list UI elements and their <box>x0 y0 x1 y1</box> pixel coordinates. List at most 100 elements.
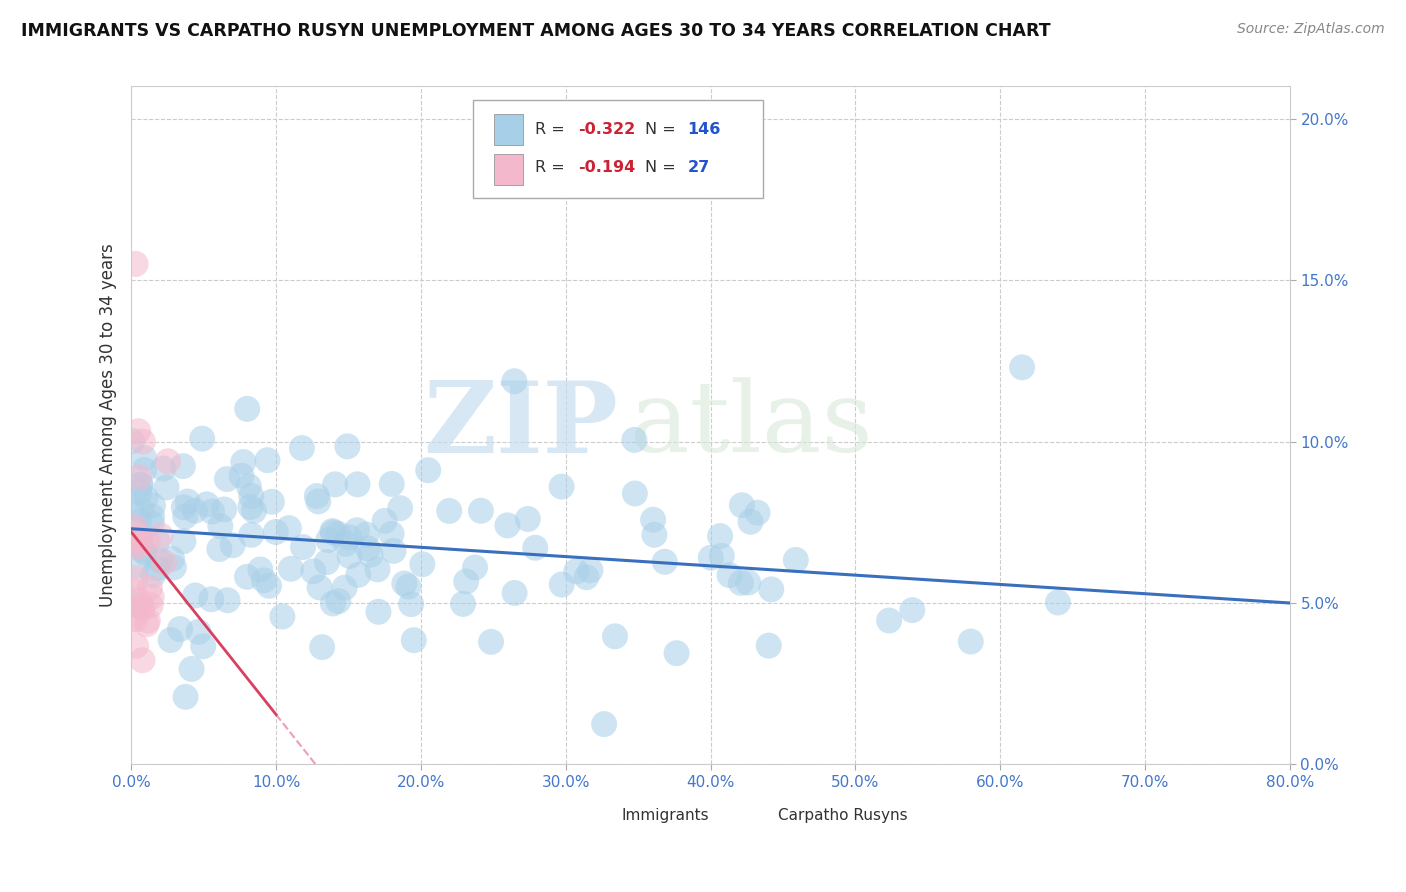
Point <box>243 504 266 518</box>
Point <box>318 533 340 548</box>
Point <box>321 524 343 538</box>
Point <box>328 594 350 608</box>
Point <box>124 613 146 627</box>
Point <box>550 480 572 494</box>
Point <box>464 560 486 574</box>
Point <box>149 528 172 542</box>
Point <box>730 575 752 590</box>
Point <box>238 479 260 493</box>
Point <box>451 597 474 611</box>
Point <box>231 468 253 483</box>
FancyBboxPatch shape <box>494 154 523 185</box>
Point <box>389 501 412 516</box>
Point <box>208 541 231 556</box>
Point <box>172 534 194 549</box>
Point <box>132 543 155 558</box>
Point <box>346 477 368 491</box>
Point <box>163 560 186 574</box>
Text: N =: N = <box>644 122 681 137</box>
Point <box>496 518 519 533</box>
Point <box>291 441 314 455</box>
Point <box>381 477 404 491</box>
Point <box>200 592 222 607</box>
Point <box>121 612 143 626</box>
Point <box>322 596 344 610</box>
Point <box>240 489 263 503</box>
Point <box>305 489 328 503</box>
Point <box>603 629 626 643</box>
Point <box>215 472 238 486</box>
Point <box>172 459 194 474</box>
Point <box>125 558 148 573</box>
Text: Source: ZipAtlas.com: Source: ZipAtlas.com <box>1237 22 1385 37</box>
Point <box>257 579 280 593</box>
Text: Immigrants: Immigrants <box>621 808 709 822</box>
Point <box>236 570 259 584</box>
Point <box>418 463 440 477</box>
Point <box>191 432 214 446</box>
Point <box>156 454 179 468</box>
Point <box>139 599 162 613</box>
Point <box>141 516 163 531</box>
Point <box>271 609 294 624</box>
FancyBboxPatch shape <box>494 114 523 145</box>
Point <box>152 461 174 475</box>
Point <box>135 617 157 632</box>
Point <box>155 480 177 494</box>
Point <box>232 455 254 469</box>
Point <box>654 555 676 569</box>
Point <box>718 568 741 582</box>
Point <box>128 533 150 547</box>
Point <box>593 717 616 731</box>
FancyBboxPatch shape <box>745 804 770 828</box>
Point <box>239 500 262 514</box>
Point <box>122 583 145 598</box>
Point <box>700 550 723 565</box>
Point <box>125 541 148 555</box>
Point <box>374 514 396 528</box>
Point <box>195 497 218 511</box>
Point <box>339 549 361 563</box>
Point <box>217 593 239 607</box>
Point <box>758 639 780 653</box>
Point <box>394 576 416 591</box>
Point <box>128 515 150 529</box>
Point <box>240 528 263 542</box>
Point <box>173 500 195 515</box>
Point <box>169 622 191 636</box>
Point <box>323 477 346 491</box>
Point <box>396 580 419 594</box>
Point <box>335 537 357 551</box>
Point <box>307 494 329 508</box>
Text: 146: 146 <box>688 122 721 137</box>
Y-axis label: Unemployment Among Ages 30 to 34 years: Unemployment Among Ages 30 to 34 years <box>100 244 117 607</box>
Point <box>311 640 333 654</box>
Point <box>129 478 152 492</box>
Point <box>153 555 176 569</box>
Text: IMMIGRANTS VS CARPATHO RUSYN UNEMPLOYMENT AMONG AGES 30 TO 34 YEARS CORRELATION : IMMIGRANTS VS CARPATHO RUSYN UNEMPLOYMEN… <box>21 22 1050 40</box>
Point <box>709 529 731 543</box>
Point <box>201 504 224 518</box>
Point <box>315 555 337 569</box>
Point <box>139 581 162 595</box>
Point <box>128 485 150 500</box>
Point <box>131 503 153 517</box>
Text: R =: R = <box>534 161 569 175</box>
Point <box>174 690 197 704</box>
Point <box>411 558 433 572</box>
Point <box>124 520 146 534</box>
Point <box>579 563 602 577</box>
Point <box>159 633 181 648</box>
Point <box>125 639 148 653</box>
Point <box>160 551 183 566</box>
Point <box>128 593 150 607</box>
Point <box>125 526 148 541</box>
Point <box>565 564 588 578</box>
Point <box>134 463 156 477</box>
Point <box>209 519 232 533</box>
Text: -0.322: -0.322 <box>578 122 636 137</box>
Point <box>129 478 152 492</box>
Point <box>737 575 759 590</box>
Point <box>176 494 198 508</box>
Point <box>901 603 924 617</box>
